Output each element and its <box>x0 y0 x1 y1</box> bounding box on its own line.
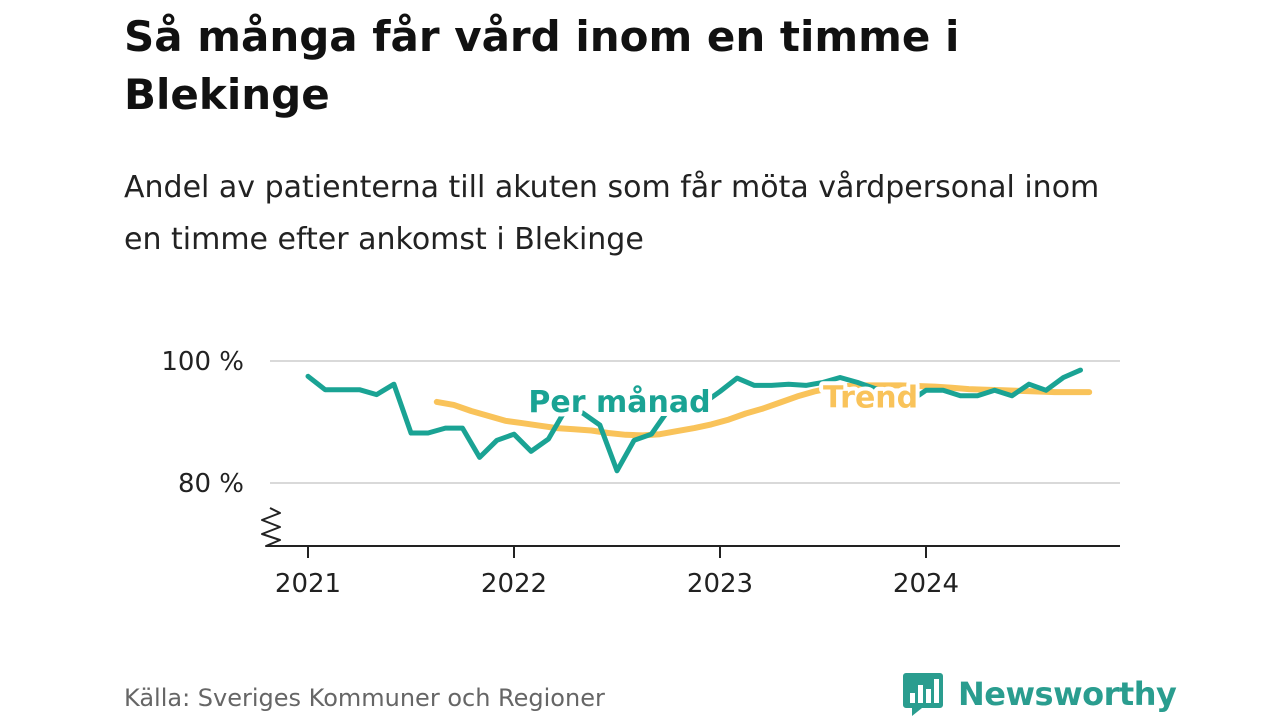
series-label-trend: Trend <box>823 381 918 416</box>
chart-subtitle: Andel av patienterna till akuten som får… <box>124 170 1100 257</box>
line-chart: 80 % 100 % 2021 2022 2023 2024 Per månad Trend <box>161 347 1120 599</box>
axis-break-marker <box>261 507 281 547</box>
x-tick-label: 2024 <box>893 569 959 599</box>
x-tick-label: 2022 <box>481 569 547 599</box>
series-line-trend <box>433 382 1093 439</box>
source-note: Källa: Sveriges Kommuner och Regioner <box>124 684 605 712</box>
series-label-per-manad: Per månad <box>528 384 710 420</box>
brand-name: Newsworthy <box>958 675 1177 713</box>
x-tick-label: 2023 <box>687 569 753 599</box>
x-tick-label: 2021 <box>275 569 341 599</box>
bar-chart-speech-bubble-icon <box>903 673 943 716</box>
y-tick-label: 100 % <box>161 347 244 377</box>
grid-lines <box>270 360 1120 484</box>
y-tick-label: 80 % <box>178 469 244 499</box>
brand-logo[interactable]: Newsworthy <box>902 670 1177 718</box>
series-labels: Per månad Trend <box>524 377 922 424</box>
axes: 80 % 100 % 2021 2022 2023 2024 <box>161 347 1120 599</box>
series-line-per-manad <box>305 367 1083 474</box>
chart-title: Så många får vård inom en timme i Blekin… <box>124 12 960 119</box>
series-lines <box>305 367 1093 474</box>
